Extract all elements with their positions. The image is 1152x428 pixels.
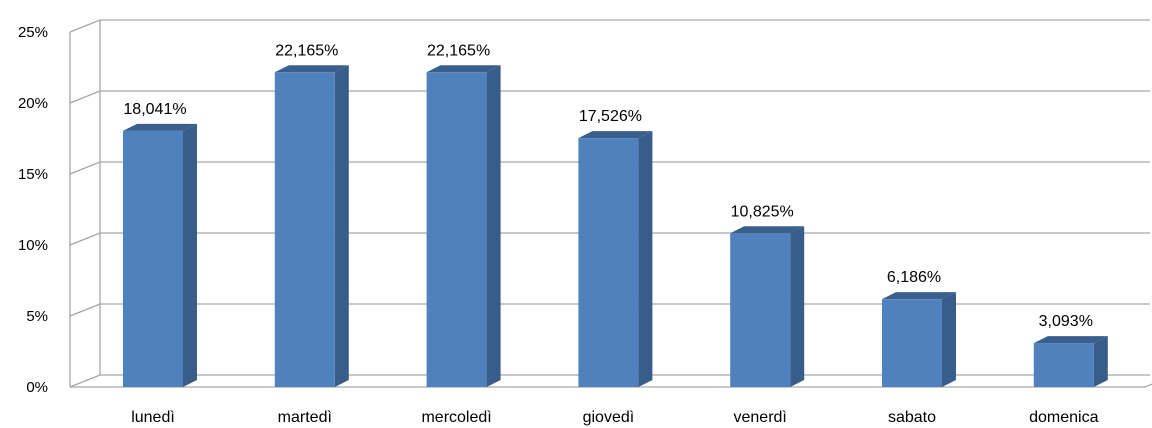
data-label: 22,165% — [427, 42, 490, 59]
bar-front — [1033, 343, 1094, 387]
bar-top — [1033, 336, 1108, 344]
y-tick-label: 5% — [26, 308, 48, 325]
bar — [426, 65, 501, 387]
y-tick-label: 20% — [18, 95, 48, 112]
x-axis-categories: lunedì martedì mercoledì giovedì venerdì saba… — [131, 409, 1098, 426]
bar-front — [274, 72, 335, 387]
data-label: 3,093% — [1039, 313, 1093, 330]
bar-side — [183, 123, 197, 387]
data-label: 6,186% — [887, 269, 941, 286]
data-label: 17,526% — [579, 108, 642, 125]
bar-top — [578, 131, 653, 139]
y-tick-label: 0% — [26, 379, 48, 396]
bar — [882, 292, 956, 387]
y-tick-label: 15% — [18, 166, 48, 183]
bar — [578, 131, 653, 387]
x-category-label: domenica — [1029, 409, 1098, 426]
bar-side — [790, 226, 805, 387]
y-tick-label: 25% — [18, 24, 48, 41]
data-label: 22,165% — [275, 42, 338, 59]
bar-side — [486, 65, 501, 387]
y-axis-ticks: 0% 5% 10% 15% 20% 25% — [18, 24, 48, 396]
gridline — [69, 19, 1150, 33]
data-label: 18,041% — [123, 101, 186, 118]
x-category-label: sabato — [888, 409, 936, 426]
bar-front — [578, 138, 639, 387]
bar-top — [123, 123, 197, 131]
x-category-label: martedì — [278, 409, 332, 426]
bar — [123, 123, 197, 387]
bar-side — [942, 292, 956, 387]
x-category-label: lunedì — [131, 409, 175, 426]
gridline — [69, 90, 1150, 104]
x-category-label: venerdì — [734, 409, 787, 426]
bar — [274, 65, 349, 387]
bar-front — [882, 299, 942, 387]
bar-side — [334, 65, 349, 387]
bar-top — [882, 292, 956, 300]
bar — [1033, 336, 1108, 387]
y-tick-label: 10% — [18, 237, 48, 254]
x-category-label: giovedì — [583, 409, 635, 426]
data-labels: 18,041% 22,165% 22,165% 17,526% 10,825% 6,186… — [123, 42, 1093, 330]
bar-front — [426, 72, 487, 387]
data-label: 10,825% — [731, 203, 794, 220]
bar-side — [638, 131, 653, 387]
bar-front — [730, 233, 791, 387]
bar-top — [730, 226, 805, 234]
bar-front — [123, 130, 183, 387]
x-category-label: mercoledì — [421, 409, 491, 426]
bar-top — [426, 65, 501, 73]
bar-top — [274, 65, 349, 73]
bar-side — [1093, 336, 1108, 387]
bar — [730, 226, 805, 387]
bars — [123, 65, 1108, 387]
